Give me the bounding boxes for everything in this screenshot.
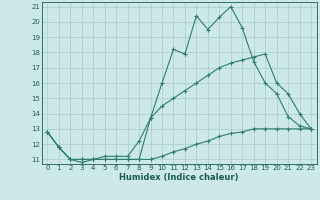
X-axis label: Humidex (Indice chaleur): Humidex (Indice chaleur): [119, 173, 239, 182]
